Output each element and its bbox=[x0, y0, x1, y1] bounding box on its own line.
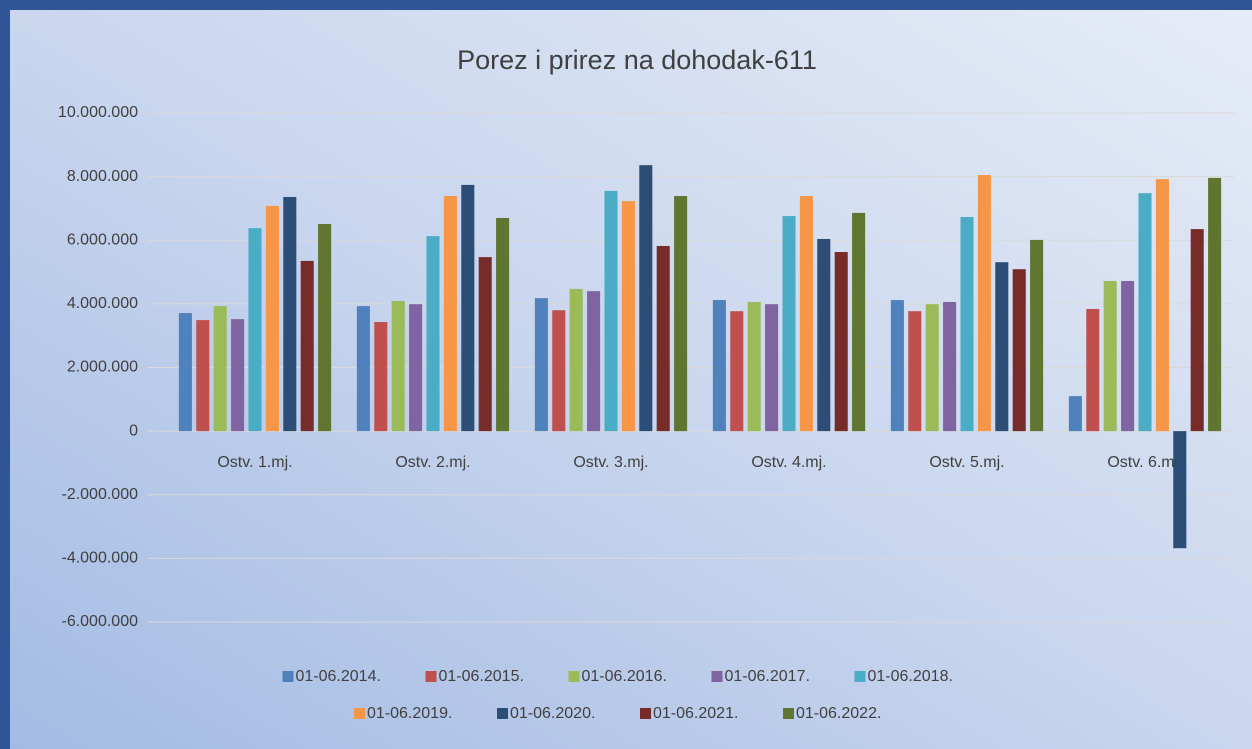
legend-swatch bbox=[497, 708, 508, 719]
y-tick-label: -6.000.000 bbox=[61, 613, 138, 630]
legend-label: 01-06.2018. bbox=[868, 668, 953, 685]
bar bbox=[712, 300, 726, 432]
legend-swatch bbox=[425, 671, 437, 682]
x-tick-label: Ostv. 2.mj. bbox=[395, 454, 470, 471]
bar bbox=[817, 238, 831, 432]
x-tick-label: Ostv. 3.mj. bbox=[573, 454, 648, 471]
bar bbox=[656, 245, 670, 432]
bar bbox=[765, 304, 779, 432]
legend-swatch bbox=[711, 671, 723, 682]
x-tick-label: Ostv. 1.mj. bbox=[217, 454, 292, 471]
bar bbox=[890, 300, 904, 432]
bar bbox=[587, 291, 601, 432]
bar bbox=[1068, 396, 1082, 432]
bar bbox=[231, 319, 245, 432]
bar bbox=[1030, 239, 1044, 432]
bar bbox=[604, 190, 618, 432]
bar bbox=[534, 298, 548, 432]
bar bbox=[852, 212, 866, 432]
legend-label: 01-06.2021. bbox=[653, 705, 738, 722]
bar bbox=[1012, 269, 1026, 432]
bar bbox=[747, 301, 761, 432]
bar bbox=[995, 262, 1009, 432]
bar bbox=[391, 301, 405, 432]
bar bbox=[1155, 179, 1169, 432]
bar bbox=[356, 306, 370, 432]
bar bbox=[782, 216, 796, 432]
bar bbox=[478, 257, 492, 432]
y-tick-label: 2.000.000 bbox=[67, 359, 138, 376]
bar bbox=[283, 196, 297, 432]
legend-swatch bbox=[354, 708, 365, 719]
bar bbox=[265, 205, 279, 432]
bar bbox=[799, 196, 813, 432]
bar bbox=[943, 301, 957, 432]
bar bbox=[730, 311, 744, 432]
bar bbox=[1138, 193, 1152, 432]
y-tick-label: 10.000.000 bbox=[58, 104, 138, 121]
y-tick-label: 6.000.000 bbox=[67, 231, 138, 248]
bar bbox=[1103, 280, 1117, 432]
legend-swatch bbox=[640, 708, 651, 719]
bar bbox=[674, 196, 688, 432]
legend-swatch bbox=[783, 708, 794, 719]
bar bbox=[977, 175, 991, 432]
bar bbox=[908, 311, 922, 432]
bar bbox=[925, 304, 939, 432]
x-tick-label: Ostv. 4.mj. bbox=[751, 454, 826, 471]
bar bbox=[569, 288, 583, 432]
bar bbox=[443, 196, 457, 432]
chart-title: Porez i prirez na dohodak-611 bbox=[457, 45, 817, 75]
y-tick-label: 8.000.000 bbox=[67, 168, 138, 185]
bar bbox=[1173, 431, 1187, 549]
legend-label: 01-06.2016. bbox=[582, 668, 667, 685]
y-tick-label: -2.000.000 bbox=[61, 486, 138, 503]
bar bbox=[639, 165, 653, 432]
legend-label: 01-06.2015. bbox=[439, 668, 524, 685]
x-tick-label: Ostv. 6.mj. bbox=[1107, 454, 1182, 471]
bar bbox=[621, 201, 635, 432]
bar bbox=[834, 252, 848, 432]
y-tick-label: 4.000.000 bbox=[67, 295, 138, 312]
bar bbox=[318, 224, 332, 432]
bar bbox=[196, 320, 210, 432]
legend-label: 01-06.2019. bbox=[367, 705, 452, 722]
bar bbox=[496, 217, 510, 432]
bar bbox=[552, 310, 566, 432]
bar bbox=[426, 236, 440, 432]
legend-swatch bbox=[282, 671, 294, 682]
bar bbox=[213, 306, 227, 432]
bar bbox=[1086, 308, 1100, 432]
legend-label: 01-06.2017. bbox=[725, 668, 810, 685]
legend-label: 01-06.2014. bbox=[296, 668, 381, 685]
bar bbox=[178, 313, 192, 432]
bar bbox=[1208, 177, 1222, 432]
bar bbox=[300, 260, 314, 432]
bar bbox=[461, 184, 475, 432]
y-tick-label: 0 bbox=[129, 422, 138, 439]
bar bbox=[1190, 229, 1204, 432]
legend-label: 01-06.2020. bbox=[510, 705, 595, 722]
y-tick-label: -4.000.000 bbox=[61, 550, 138, 567]
bar bbox=[1121, 280, 1135, 432]
x-tick-label: Ostv. 5.mj. bbox=[929, 454, 1004, 471]
bar bbox=[409, 304, 423, 432]
legend-swatch bbox=[854, 671, 866, 682]
bar bbox=[248, 228, 262, 432]
legend-label: 01-06.2022. bbox=[796, 705, 881, 722]
bar bbox=[374, 322, 388, 432]
legend-swatch bbox=[568, 671, 580, 682]
bar bbox=[960, 217, 974, 432]
